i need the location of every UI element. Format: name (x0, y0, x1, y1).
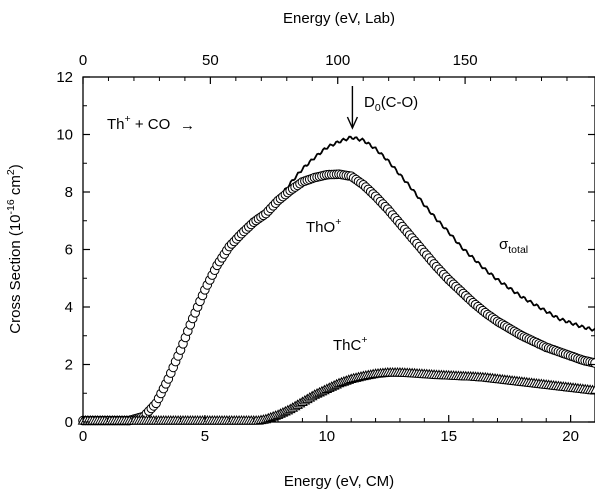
sigma-total-label: σtotal (499, 236, 528, 256)
series-layer (77, 135, 595, 426)
x2-tick-label: 150 (453, 52, 478, 69)
x-axis-title: Energy (eV, CM) (284, 473, 394, 490)
reaction-label: Th+ + CO (107, 113, 170, 133)
x-tick-label: 20 (562, 428, 579, 445)
tho-data-point (590, 358, 595, 368)
y-tick-label: 6 (65, 242, 73, 259)
y-tick-label: 2 (65, 357, 73, 374)
y-tick-label: 10 (56, 127, 73, 144)
d0-arrow-head-icon (346, 116, 359, 130)
series-triangle (77, 367, 595, 425)
x-tick-label: 5 (201, 428, 209, 445)
tho-label: ThO+ (306, 216, 341, 236)
d0-label: D0(C-O) (364, 94, 418, 114)
x2-tick-label: 100 (325, 52, 350, 69)
thc-label: ThC+ (333, 334, 367, 354)
x2-tick-label: 0 (79, 52, 87, 69)
y-tick-label: 4 (65, 299, 73, 316)
x-tick-label: 15 (440, 428, 457, 445)
y-tick-label: 0 (65, 414, 73, 431)
x2-axis-title: Energy (eV, Lab) (283, 10, 395, 27)
x-tick-label: 0 (79, 428, 87, 445)
y-tick-label: 8 (65, 184, 73, 201)
series-circle (78, 169, 595, 426)
x2-tick-label: 50 (202, 52, 219, 69)
thc-data-point (589, 384, 595, 395)
x-tick-label: 10 (318, 428, 335, 445)
y-axis-title: Cross Section (10-16 cm2) (5, 164, 24, 333)
y-tick-label: 12 (56, 69, 73, 86)
ticks-layer: 0 5 10 15 20 0 50 100 150 0 2 4 6 8 10 12 (56, 52, 595, 445)
reaction-arrow-icon: → (180, 117, 195, 134)
